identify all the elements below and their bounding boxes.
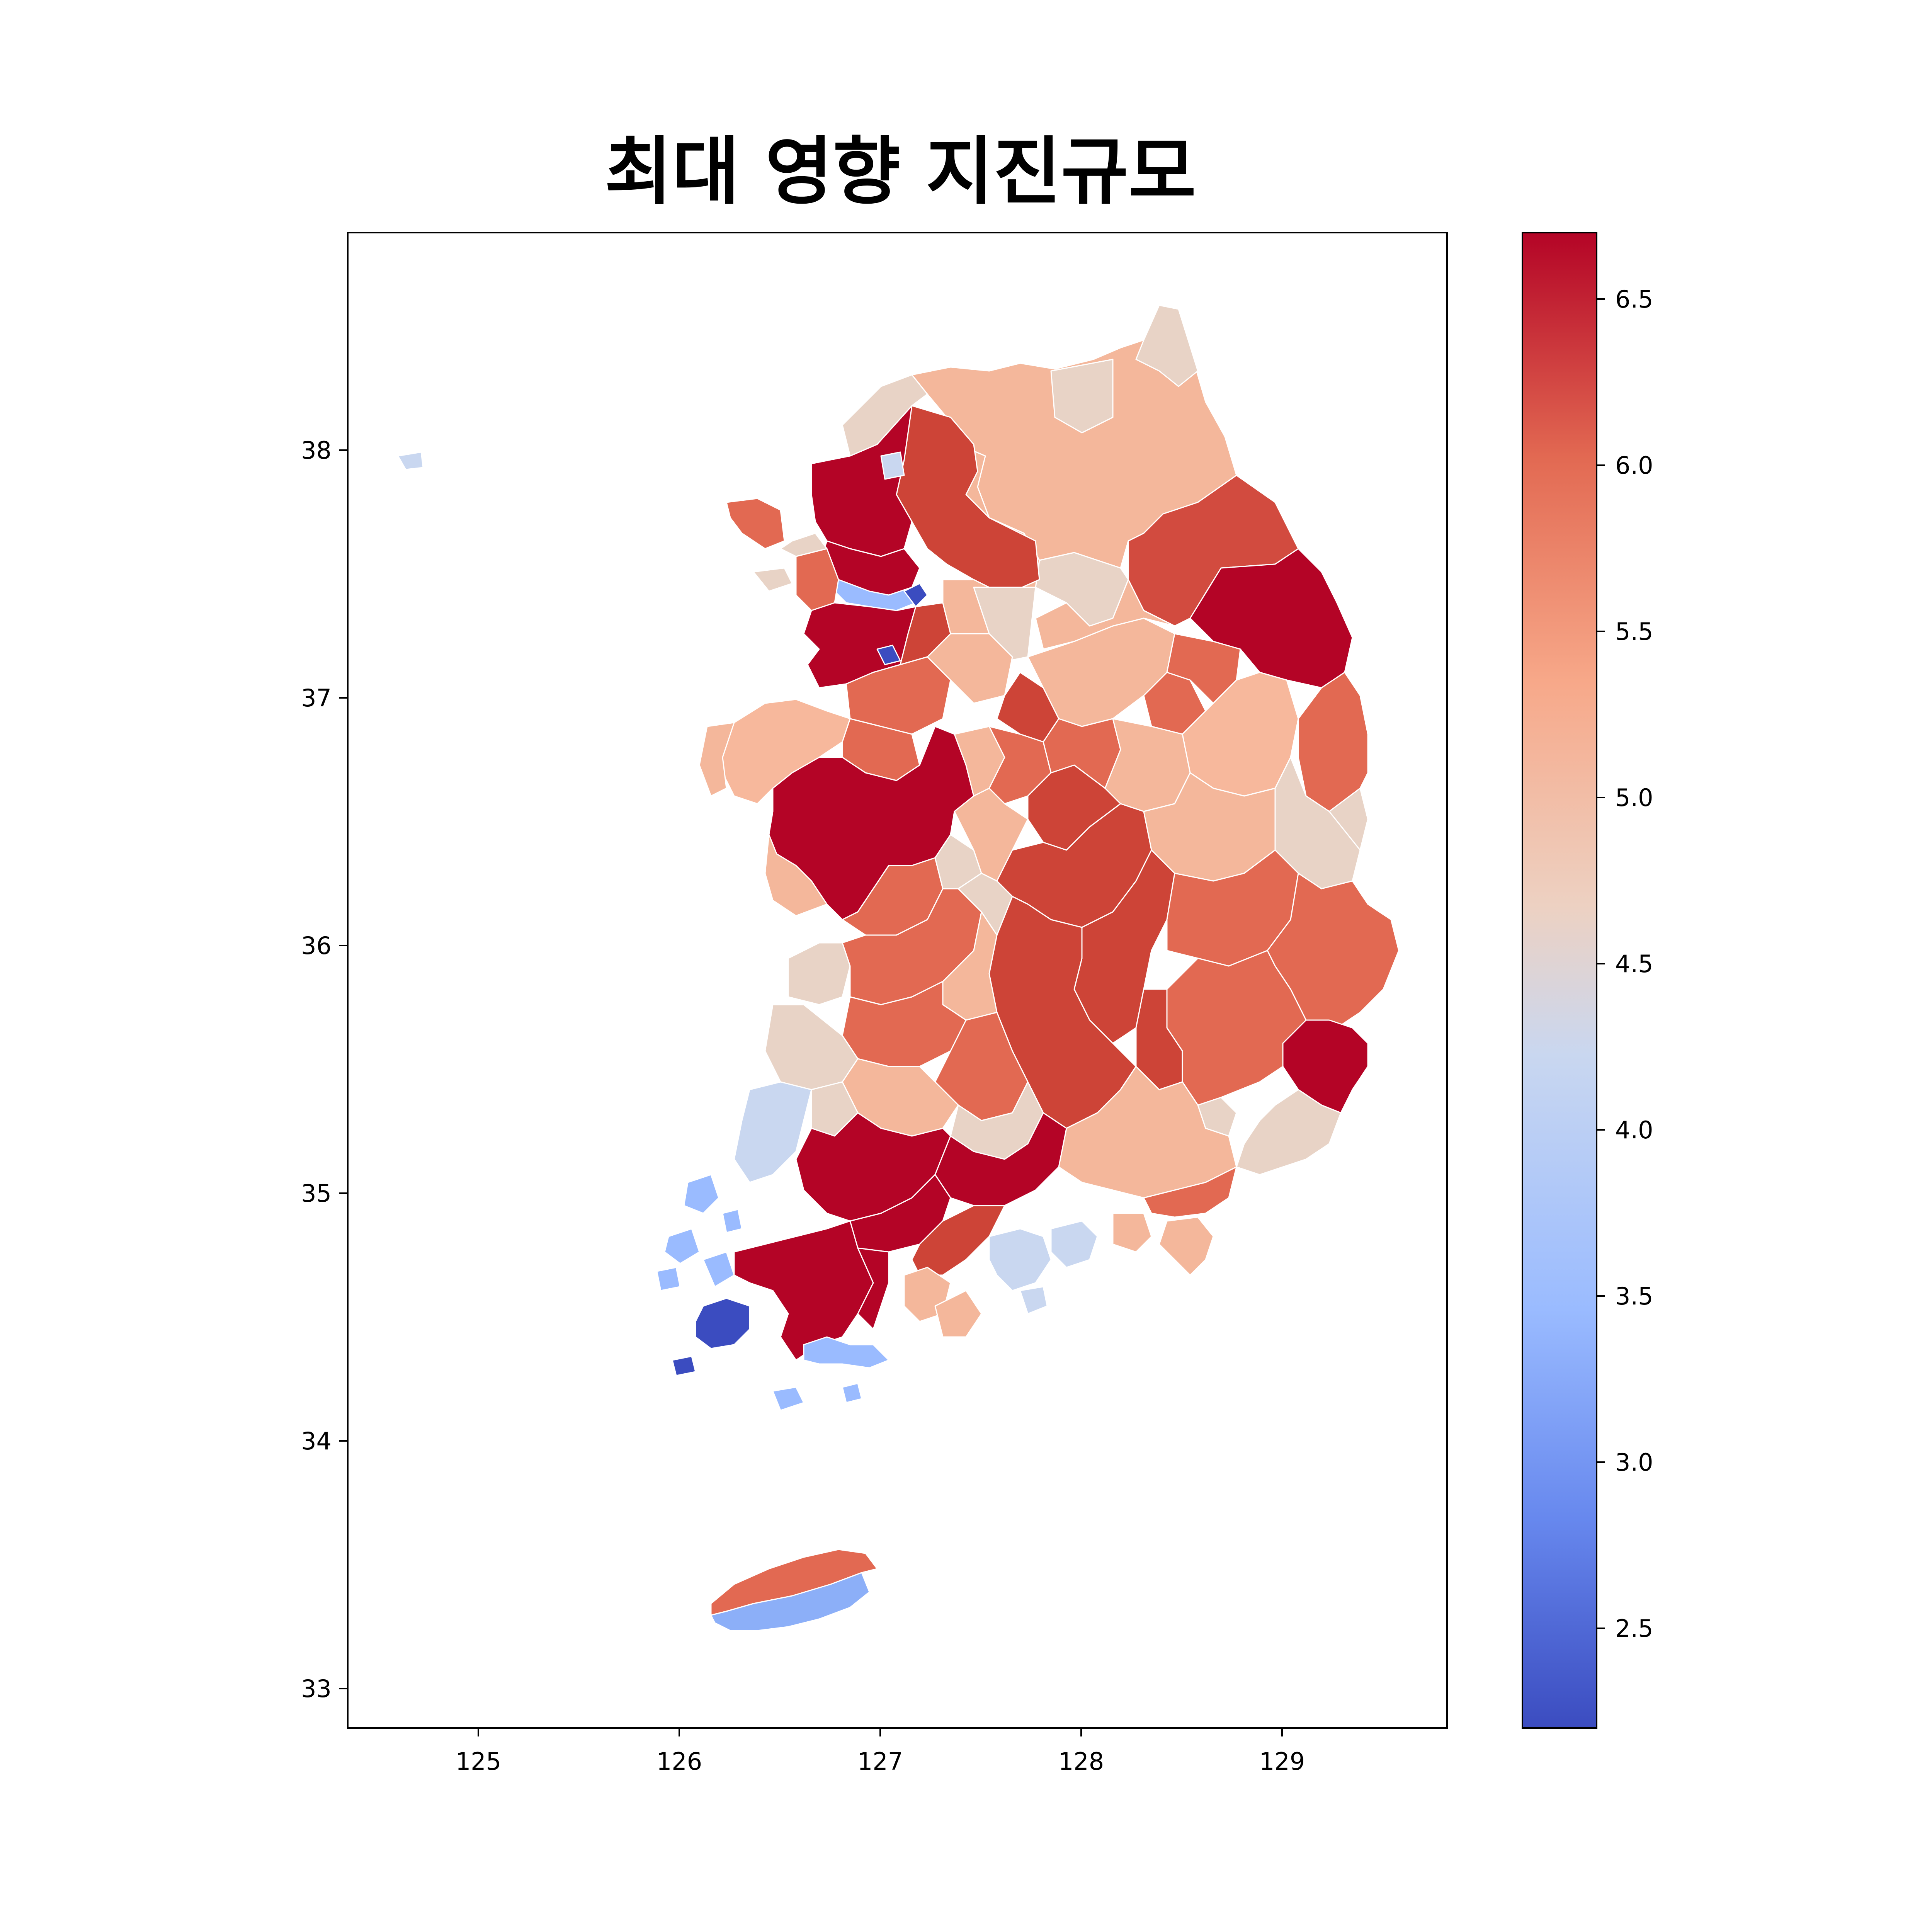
x-tick-label: 129 [1259,1747,1305,1776]
region-seoul-han [834,579,917,611]
region-shinan-island-5 [722,1209,743,1233]
colorbar-tick-label: 3.5 [1615,1282,1653,1310]
region-bogildo [772,1386,804,1411]
colorbar-tick-label: 5.0 [1615,784,1653,812]
region-gochang [764,1004,859,1090]
region-gangjin [857,1247,889,1330]
colorbar-tick-label: 4.5 [1615,950,1653,978]
region-shinan-island-3 [702,1251,735,1287]
y-tick-label: 37 [301,684,332,712]
region-seoul-east [903,583,928,607]
region-shinan-island-1 [683,1174,719,1214]
y-tick-label: 36 [301,932,332,960]
region-yanggu [1050,359,1114,434]
region-yeosu-south [934,1290,982,1338]
colorbar-ticks [1597,298,1605,1629]
region-jindo-south [672,1355,696,1376]
y-tick-label: 38 [301,436,332,464]
region-shinan-island-4 [656,1267,681,1291]
region-geoje-islands [1158,1216,1214,1276]
region-baengnyeongdo [397,451,424,470]
x-tick-label: 128 [1058,1747,1104,1776]
colorbar-tick-label: 6.5 [1615,285,1653,313]
x-axis [478,1728,1283,1736]
region-tongyeong-islands [1112,1213,1152,1253]
region-haenam [733,1220,874,1361]
region-gunsan [787,942,851,1005]
region-cheongsando [842,1383,862,1403]
y-tick-label: 35 [301,1179,332,1208]
region-seongnam [876,645,901,665]
region-yeoncheon [842,374,928,457]
colorbar [1522,232,1597,1729]
y-tick-label: 33 [301,1675,332,1703]
region-namhae [988,1228,1052,1291]
region-anseong [927,633,1013,704]
region-uiseong [1143,772,1276,882]
region-incheon-coast [726,498,785,549]
map-title: 최대 영향 지진규모 [604,129,1196,214]
region-goheung [911,1205,1005,1276]
region-gimpo [780,532,828,557]
region-jecheon [1035,579,1175,650]
y-axis [339,449,348,1689]
region-muan-coast [733,1081,812,1183]
region-gyeongnam-south [1058,1066,1237,1199]
region-dongducheon [880,451,905,480]
region-taean [699,722,735,797]
region-boryeong [764,834,828,917]
colorbar-tick-label: 5.5 [1615,617,1653,646]
region-changwon [1143,1166,1237,1218]
region-ganghwa-island [753,567,793,592]
colorbar-tick-label: 6.0 [1615,451,1653,480]
colorbar-tick-label: 3.0 [1615,1448,1653,1476]
region-shinan-island-2 [664,1228,700,1264]
region-sacheon-islands [1050,1220,1098,1268]
x-tick-label: 126 [656,1747,702,1776]
x-tick-label: 125 [456,1747,501,1776]
region-jindo [695,1298,750,1349]
region-yeongdeok [1328,787,1369,851]
map-axes-frame [347,232,1448,1729]
y-tick-label: 34 [301,1427,332,1455]
map-regions [397,304,1400,1631]
region-tongyeong-west-islands [1019,1286,1048,1315]
colorbar-tick-label: 4.0 [1615,1116,1653,1144]
region-jeju-south [710,1572,870,1631]
x-tick-label: 127 [857,1747,903,1776]
region-wando-islands [803,1336,889,1369]
region-busan [1236,1089,1342,1175]
colorbar-tick-label: 2.5 [1615,1614,1653,1643]
region-gangwon-northeast [1135,304,1199,387]
